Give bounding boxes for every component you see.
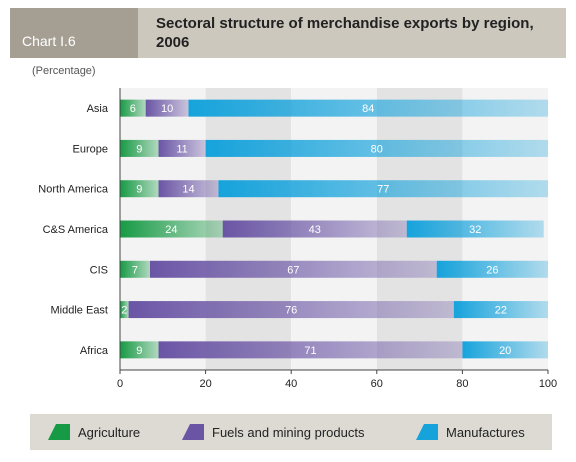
data-label-fuels-north-america: 14 [182, 184, 194, 196]
x-tick-label: 0 [117, 378, 123, 390]
x-axis: 0 20 40 60 80 100 [117, 88, 557, 390]
x-tick-label: 60 [371, 378, 383, 390]
bars: 6 10 84 9 11 80 9 14 77 24 43 32 7 67 26 2 76 22 9 71 20 [120, 99, 549, 359]
bar-agriculture-cs-america [120, 220, 223, 238]
legend-label-manufactures: Manufactures [446, 425, 525, 440]
bar-manufactures-asia [188, 99, 549, 117]
legend-swatch-agriculture [48, 424, 70, 440]
x-tick-label: 40 [285, 378, 297, 390]
legend: Agriculture Fuels and mining products Ma… [30, 414, 552, 450]
bar-agriculture-north-america [120, 180, 159, 198]
category-label-africa: Africa [80, 345, 109, 357]
category-label-cs-america: C&S America [43, 224, 109, 236]
bar-fuels-cis [149, 260, 437, 278]
data-label-manufactures-europe: 80 [371, 143, 383, 155]
data-label-fuels-cis: 67 [287, 264, 299, 276]
legend-label-agriculture: Agriculture [78, 425, 141, 440]
data-label-fuels-cs-america: 43 [309, 224, 321, 236]
data-label-agriculture-cs-america: 24 [165, 224, 177, 236]
data-label-agriculture-africa: 9 [136, 345, 142, 357]
bar-fuels-europe [158, 139, 206, 157]
category-label-asia: Asia [87, 103, 109, 115]
data-label-agriculture-middle-east: 2 [121, 305, 127, 317]
data-label-agriculture-cis: 7 [132, 264, 138, 276]
category-label-europe: Europe [73, 143, 108, 155]
data-label-fuels-africa: 71 [304, 345, 316, 357]
data-label-manufactures-north-america: 77 [377, 184, 389, 196]
bar-agriculture-africa [120, 341, 159, 359]
stacked-bar-chart: 6 10 84 9 11 80 9 14 77 24 43 32 7 67 26 2 76 22 9 71 20 Asi… [38, 88, 557, 390]
unit-label: (Percentage) [32, 65, 96, 77]
x-tick-label: 100 [539, 378, 557, 390]
category-label-middle-east: Middle East [51, 305, 108, 317]
bar-manufactures-africa [462, 341, 548, 359]
bar-manufactures-middle-east [453, 301, 548, 319]
bar-manufactures-cis [436, 260, 548, 278]
data-label-agriculture-asia: 6 [130, 103, 136, 115]
bar-manufactures-north-america [218, 180, 548, 198]
data-label-manufactures-middle-east: 22 [495, 305, 507, 317]
data-label-agriculture-north-america: 9 [136, 184, 142, 196]
data-label-manufactures-asia: 84 [362, 103, 374, 115]
bar-agriculture-cis [120, 260, 150, 278]
chart-number-tab: Chart I.6 [10, 8, 138, 58]
bar-fuels-middle-east [128, 301, 454, 319]
bar-fuels-asia [145, 99, 189, 117]
bar-fuels-africa [158, 341, 463, 359]
bar-agriculture-middle-east [120, 301, 129, 319]
x-tick-label: 20 [199, 378, 211, 390]
legend-swatch-manufactures [416, 424, 438, 440]
data-label-fuels-europe: 11 [176, 143, 187, 155]
category-label-cis: CIS [90, 264, 108, 276]
category-labels: Asia Europe North America C&S America CIS Mid… [38, 103, 109, 357]
chart-title: Sectoral structure of merchandise export… [156, 15, 534, 51]
bar-manufactures-europe [205, 139, 548, 157]
data-label-fuels-asia: 10 [161, 103, 173, 115]
legend-swatch-fuels [182, 424, 204, 440]
bar-agriculture-europe [120, 139, 159, 157]
data-label-manufactures-cs-america: 32 [469, 224, 481, 236]
chart-header: Chart I.6 Sectoral structure of merchand… [10, 8, 566, 58]
bar-fuels-cs-america [222, 220, 407, 238]
bar-agriculture-asia [120, 99, 146, 117]
x-tick-label: 80 [456, 378, 468, 390]
category-label-north-america: North America [38, 184, 109, 196]
data-label-manufactures-cis: 26 [486, 264, 498, 276]
data-label-manufactures-africa: 20 [499, 345, 511, 357]
data-label-agriculture-europe: 9 [136, 143, 142, 155]
legend-label-fuels: Fuels and mining products [212, 425, 365, 440]
bar-fuels-north-america [158, 180, 219, 198]
chart-number: Chart I.6 [22, 33, 76, 49]
data-label-fuels-middle-east: 76 [285, 305, 297, 317]
bar-manufactures-cs-america [406, 220, 544, 238]
